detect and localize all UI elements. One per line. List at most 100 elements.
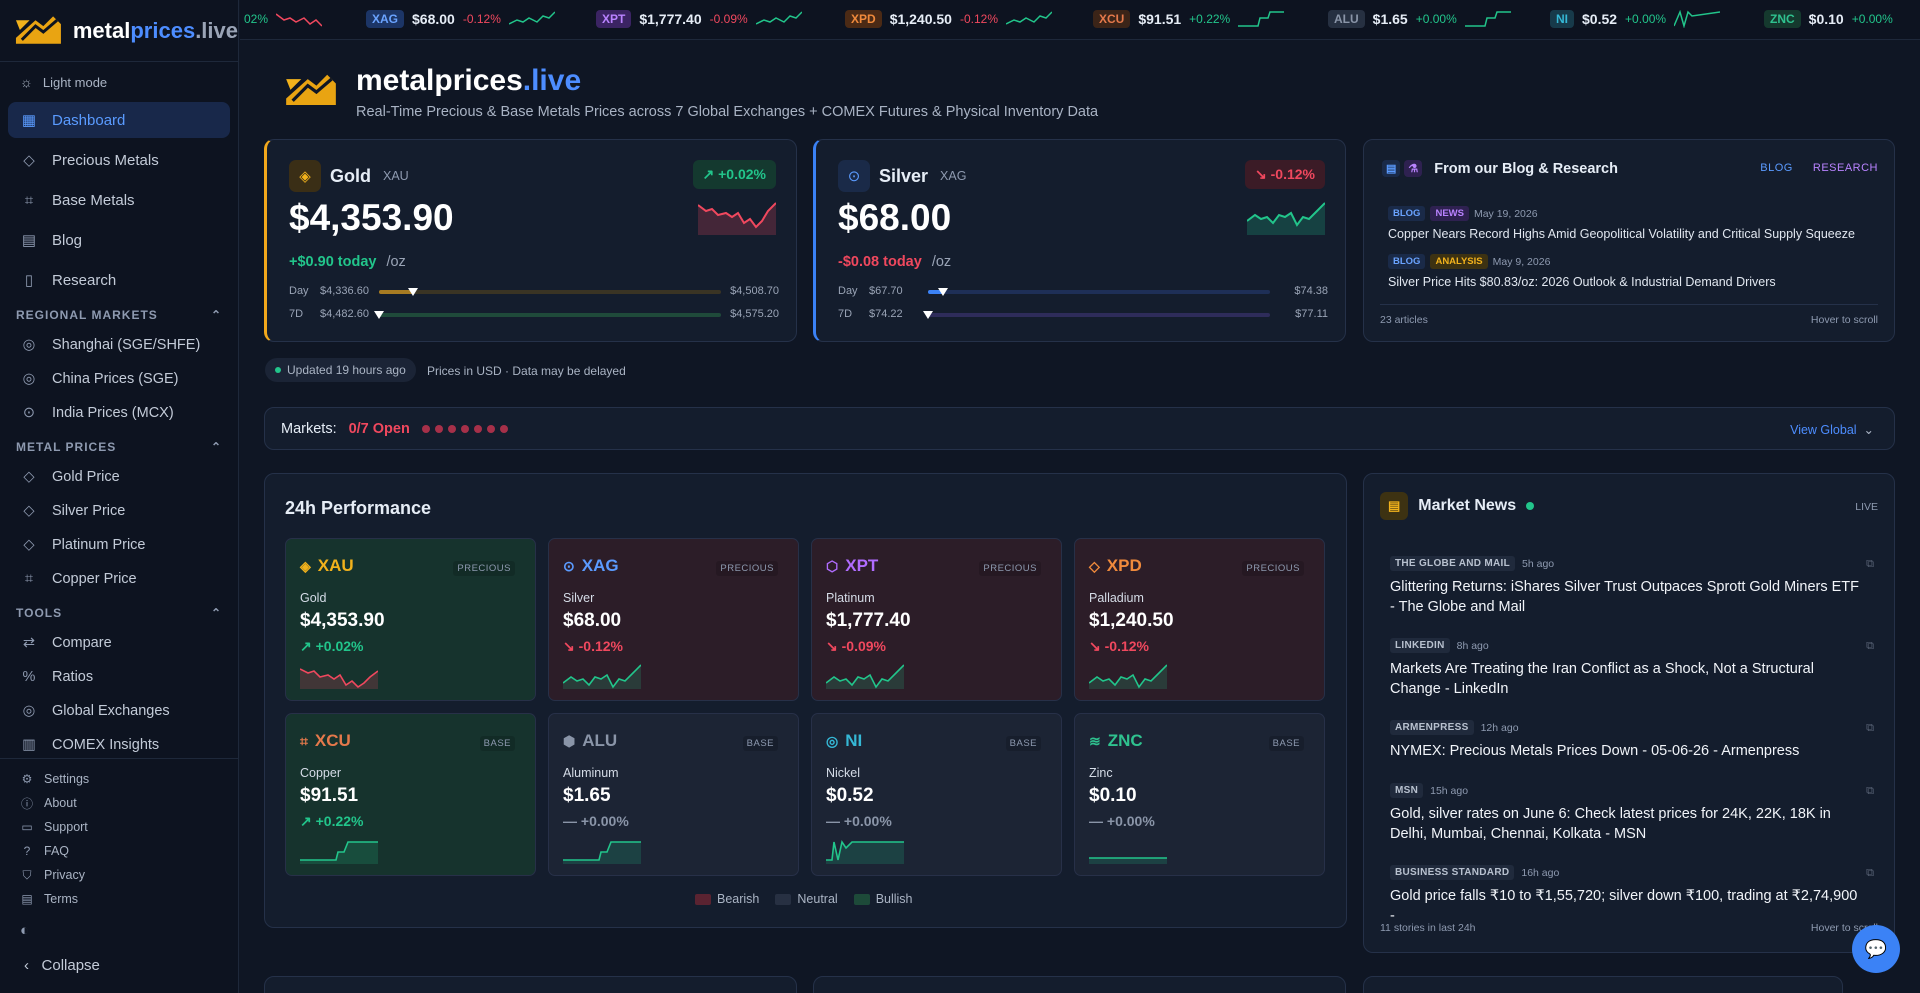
- bottom-card: [264, 976, 797, 993]
- nav-blog[interactable]: ▤ Blog: [21, 231, 83, 250]
- tile-sparkline: [1089, 857, 1167, 864]
- nav-research[interactable]: ▯ Research: [8, 262, 230, 298]
- tile-category: BASE: [1268, 736, 1304, 751]
- tile-symbol: ◎ NI: [826, 731, 863, 750]
- market-dot: [447, 425, 456, 433]
- tile-change: — +0.00%: [826, 813, 892, 829]
- tile-change: ↘ -0.12%: [563, 638, 623, 654]
- diamond-outline-icon: ◇: [1089, 557, 1100, 574]
- tile-ni[interactable]: ◎ NI BASE Nickel $0.52 — +0.00%: [811, 713, 1062, 876]
- tile-price: $1,777.40: [826, 610, 911, 631]
- trend-icon: —: [1089, 813, 1103, 829]
- nav-global-exchanges[interactable]: ◎ Global Exchanges: [8, 694, 230, 728]
- metal-nav: ◇ Gold Price ◇ Silver Price ◇ Platinum Pric…: [0, 460, 238, 596]
- ticker-item[interactable]: ZNC $0.10 +0.00%: [1764, 10, 1901, 28]
- gear-icon: ⚙: [21, 772, 33, 786]
- nav-dashboard[interactable]: ▦ Dashboard: [8, 102, 230, 138]
- external-link-icon[interactable]: ⧉: [1866, 558, 1874, 570]
- chat-support-button[interactable]: 💬: [1852, 925, 1900, 973]
- news-headline: Gold, silver rates on June 6: Check late…: [1390, 806, 1831, 842]
- external-link-icon[interactable]: ⧉: [1866, 867, 1874, 879]
- trend-icon: ↗: [300, 813, 312, 829]
- nav-gold-price[interactable]: ◇ Gold Price: [8, 460, 230, 494]
- ticker-sparkline: [1464, 11, 1511, 27]
- ticker-item[interactable]: XPT $1,777.40 -0.09%: [596, 10, 802, 28]
- nav-faq[interactable]: ? FAQ: [0, 839, 239, 863]
- ticker-item[interactable]: ALU $1.65 +0.00%: [1328, 10, 1511, 28]
- ticker-symbol: XPT: [596, 10, 632, 28]
- nav-shanghai[interactable]: ◎ Shanghai (SGE/SHFE): [8, 328, 230, 362]
- nav-india-prices[interactable]: ⊙ India Prices (MCX): [8, 396, 230, 430]
- silver-day-range: Day $67.70 $74.38: [838, 285, 1328, 297]
- message-icon: ▭: [21, 820, 33, 834]
- nav-silver-price[interactable]: ◇ Silver Price: [8, 494, 230, 528]
- silver-price: $68.00: [838, 197, 952, 238]
- tile-znc[interactable]: ≋ ZNC BASE Zinc $0.10 — +0.00%: [1074, 713, 1325, 876]
- light-mode-toggle[interactable]: ☼ Light mode: [20, 74, 108, 90]
- circle-dot-icon: ⊙: [838, 160, 870, 192]
- nav-about[interactable]: ⓘ About: [20, 796, 77, 811]
- external-link-icon[interactable]: ⧉: [1866, 722, 1874, 734]
- tab-blog[interactable]: BLOG: [1760, 162, 1793, 174]
- collapse-button[interactable]: ‹ Collapse: [24, 957, 100, 974]
- trend-icon: ↘: [563, 638, 575, 654]
- range-marker: [938, 288, 949, 296]
- main-nav: ▦ Dashboard ◇ Precious Metals ⌗ Base Metals…: [0, 102, 238, 298]
- tile-xau[interactable]: ◈ XAU PRECIOUS Gold $4,353.90 ↗ +0.02%: [285, 538, 536, 701]
- tile-sparkline: [300, 841, 378, 864]
- news-time: 12h ago: [1480, 721, 1519, 734]
- section-regional-markets[interactable]: REGIONAL MARKETS ⌃: [16, 308, 222, 322]
- tile-alu[interactable]: ⬢ ALU BASE Aluminum $1.65 — +0.00%: [548, 713, 799, 876]
- news-item[interactable]: LINKEDIN 8h ago Markets Are Treating the …: [1390, 638, 1874, 699]
- tile-xpd[interactable]: ◇ XPD PRECIOUS Palladium $1,240.50 ↘ -0.1…: [1074, 538, 1325, 701]
- section-metal-prices[interactable]: METAL PRICES ⌃: [16, 440, 222, 454]
- blog-post[interactable]: BLOG ANALYSIS May 9, 2026 Silver Price Hit…: [1388, 254, 1776, 289]
- nav-ratios[interactable]: % Ratios: [8, 660, 230, 694]
- blog-post[interactable]: BLOG NEWS May 19, 2026 Copper Nears Record…: [1388, 206, 1855, 241]
- gold-price: $4,353.90: [289, 197, 454, 238]
- external-link-icon[interactable]: ⧉: [1866, 785, 1874, 797]
- ticker-item[interactable]: XCU $91.51 +0.22%: [1093, 10, 1285, 28]
- gem-icon: ◇: [23, 152, 35, 169]
- sidebar-logo[interactable]: metalprices.live: [0, 0, 238, 62]
- ticker-item[interactable]: 02%: [244, 10, 323, 28]
- ticker-symbol: XCU: [1093, 10, 1131, 28]
- tile-xpt[interactable]: ⬡ XPT PRECIOUS Platinum $1,777.40 ↘ -0.09…: [811, 538, 1062, 701]
- ticker-item[interactable]: XAG $68.00 -0.12%: [366, 10, 555, 28]
- news-time: 8h ago: [1456, 639, 1489, 652]
- tile-xag[interactable]: ⊙ XAG PRECIOUS Silver $68.00 ↘ -0.12%: [548, 538, 799, 701]
- chevron-down-icon: ⌄: [1863, 423, 1874, 437]
- view-global-button[interactable]: View Global ⌄: [1790, 423, 1874, 437]
- tile-price: $91.51: [300, 785, 359, 806]
- gold-card[interactable]: ◈ Gold XAU ↗ +0.02% $4,353.90 +$0.90 today…: [264, 139, 797, 342]
- news-item[interactable]: THE GLOBE AND MAIL 5h ago Glittering Retu…: [1390, 556, 1874, 617]
- nav-base-metals[interactable]: ⌗ Base Metals: [8, 182, 230, 218]
- ticker-item[interactable]: NI $0.52 +0.00%: [1550, 10, 1721, 28]
- document-icon: ▤: [21, 892, 33, 906]
- news-item[interactable]: MSN 15h ago Gold, silver rates on June 6:…: [1390, 783, 1874, 844]
- nav-comex-insights[interactable]: ▥ COMEX Insights: [8, 728, 230, 762]
- bottom-card: [813, 976, 1346, 993]
- nav-compare[interactable]: ⇄ Compare: [8, 626, 230, 660]
- tab-research[interactable]: RESEARCH: [1812, 162, 1878, 174]
- silver-card[interactable]: ⊙ Silver XAG ↘ -0.12% $68.00 -$0.08 today /…: [813, 139, 1346, 342]
- news-item[interactable]: BUSINESS STANDARD 16h ago Gold price fall…: [1390, 865, 1874, 926]
- nav-support[interactable]: ▭ Support: [21, 820, 88, 834]
- nav-platinum-price[interactable]: ◇ Platinum Price: [8, 528, 230, 562]
- palette-icon[interactable]: ◐: [20, 922, 30, 939]
- ticker-item[interactable]: XPD $1,240.50 -0.12%: [845, 10, 1053, 28]
- nav-terms[interactable]: ▤ Terms: [21, 892, 79, 906]
- nav-china-prices[interactable]: ◎ China Prices (SGE): [8, 362, 230, 396]
- news-item[interactable]: ARMENPRESS 12h ago NYMEX: Precious Metals…: [1390, 720, 1874, 761]
- nav-precious-metals[interactable]: ◇ Precious Metals: [8, 142, 230, 178]
- tile-change: — +0.00%: [1089, 813, 1155, 829]
- section-tools[interactable]: TOOLS ⌃: [16, 606, 222, 620]
- nav-privacy[interactable]: ⛉ Privacy: [0, 863, 239, 887]
- tile-xcu[interactable]: ⌗ XCU BASE Copper $91.51 ↗ +0.22%: [285, 713, 536, 876]
- pipe-icon: ⌗: [24, 571, 34, 587]
- markets-bar: Markets: 0/7 Open View Global ⌄: [264, 407, 1895, 450]
- external-link-icon[interactable]: ⧉: [1866, 640, 1874, 652]
- ticker-sparkline: [1006, 11, 1053, 25]
- nav-copper-price[interactable]: ⌗ Copper Price: [8, 562, 230, 596]
- nav-settings[interactable]: ⚙ Settings: [21, 772, 90, 786]
